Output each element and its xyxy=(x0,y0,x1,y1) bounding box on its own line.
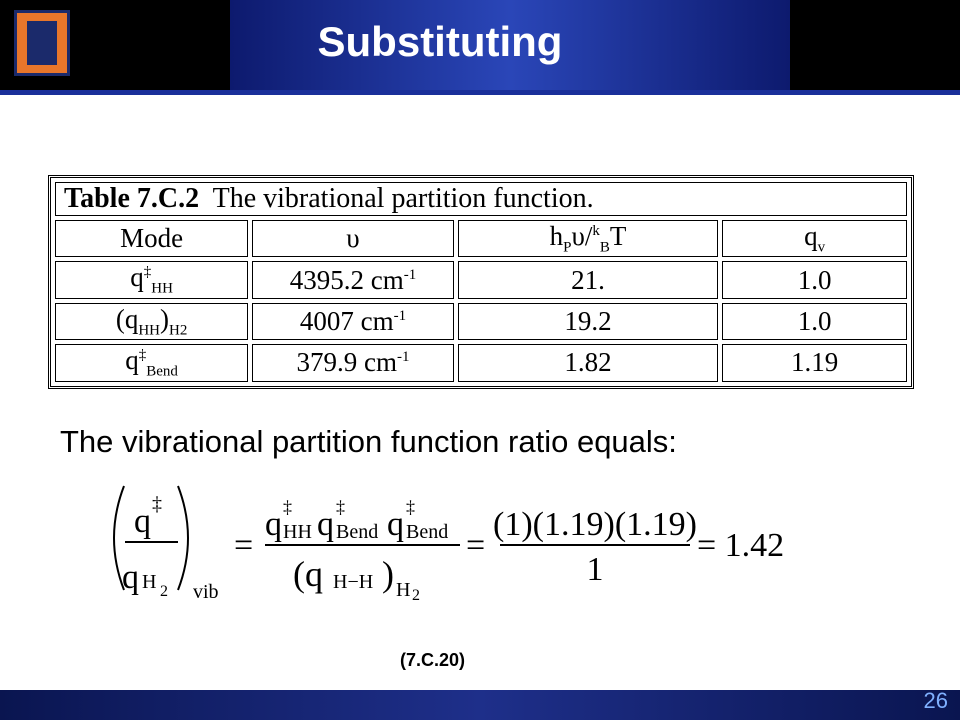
math: (q xyxy=(293,554,323,594)
text: (q xyxy=(115,303,139,334)
math: H−H xyxy=(333,571,373,593)
ratio-cell: 21. xyxy=(457,261,719,299)
math: = xyxy=(234,527,253,564)
text: HH xyxy=(138,322,160,339)
text: -1 xyxy=(403,266,417,283)
header-rule xyxy=(0,90,960,95)
paren xyxy=(177,485,189,591)
text: 379.9 cm xyxy=(296,347,397,378)
math: 1 xyxy=(587,551,604,588)
table-row: (qHH)H2 4007 cm-1 19.2 1.0 xyxy=(55,302,907,341)
math: H xyxy=(142,571,156,593)
text: ‡ xyxy=(143,264,152,281)
logo xyxy=(14,10,70,76)
header-row: Mode υ hPυ/kBT qv xyxy=(55,220,907,258)
math: ‡ xyxy=(336,497,345,517)
math: q xyxy=(387,506,404,543)
equation-label: (7.C.20) xyxy=(400,650,466,670)
math: Bend xyxy=(406,521,448,543)
text: P xyxy=(563,239,572,256)
math: q xyxy=(134,503,151,540)
header-cell: qv xyxy=(722,220,907,258)
text: H xyxy=(169,322,180,339)
text: -1 xyxy=(393,307,407,324)
qv-cell: 1.0 xyxy=(722,302,907,341)
text: k xyxy=(592,223,600,239)
header-gradient xyxy=(230,0,790,90)
footer-bar xyxy=(0,690,960,720)
page-number: 26 xyxy=(923,688,948,713)
table-caption: Table 7.C.2 The vibrational partition fu… xyxy=(55,182,907,216)
header-cell: hPυ/kBT xyxy=(457,220,719,258)
math: vib xyxy=(193,581,219,603)
text: ) xyxy=(160,303,169,334)
text: 4395.2 cm xyxy=(289,264,404,295)
text: h xyxy=(549,221,564,251)
qv-cell: 1.0 xyxy=(722,261,907,299)
text: T xyxy=(609,221,627,251)
text: q xyxy=(804,221,818,251)
math: (1)(1.19)(1.19) xyxy=(493,506,697,543)
math: ) xyxy=(382,554,394,594)
math: HH xyxy=(283,521,312,543)
text: B xyxy=(599,239,610,256)
math: q xyxy=(122,559,139,596)
text: The vibrational partition function. xyxy=(212,183,594,214)
math: q xyxy=(265,506,282,543)
math: ‡ xyxy=(406,497,415,517)
mode-cell: (qHH)H2 xyxy=(55,302,249,341)
header-cell: υ xyxy=(252,220,454,258)
text: -1 xyxy=(396,349,410,366)
paren xyxy=(113,485,125,591)
math: q xyxy=(317,506,334,543)
math: 2 xyxy=(412,587,420,604)
math: 2 xyxy=(160,583,168,600)
text: v xyxy=(817,239,826,256)
header-cell: Mode xyxy=(55,220,249,258)
math: = 1.42 xyxy=(697,527,784,564)
mode-cell: q‡HH xyxy=(55,261,249,299)
slide-title: Substituting xyxy=(317,18,563,65)
math: Bend xyxy=(336,521,378,543)
text: q xyxy=(130,262,144,293)
statement: The vibrational partition function ratio… xyxy=(60,424,677,459)
text: Mode xyxy=(120,223,184,254)
table-row: q‡HH 4395.2 cm-1 21. 1.0 xyxy=(55,261,907,299)
mode-cell: q‡Bend xyxy=(55,344,249,382)
freq-cell: 379.9 cm-1 xyxy=(252,344,454,382)
text: HH xyxy=(151,280,173,297)
math: ‡ xyxy=(152,493,162,515)
math: = xyxy=(466,527,485,564)
math: ‡ xyxy=(283,497,292,517)
qv-cell: 1.19 xyxy=(722,344,907,382)
text: υ/ xyxy=(571,221,593,251)
text: 4007 cm xyxy=(299,305,394,336)
ratio-cell: 19.2 xyxy=(457,302,719,341)
text: Bend xyxy=(146,363,178,380)
freq-cell: 4395.2 cm-1 xyxy=(252,261,454,299)
table-row: q‡Bend 379.9 cm-1 1.82 1.19 xyxy=(55,344,907,382)
text: υ xyxy=(346,223,360,254)
data-table: Table 7.C.2 The vibrational partition fu… xyxy=(48,175,914,389)
text: q xyxy=(125,345,139,376)
text: Table 7.C.2 xyxy=(64,183,200,214)
text: 2 xyxy=(179,322,188,339)
math: H xyxy=(396,579,410,601)
freq-cell: 4007 cm-1 xyxy=(252,302,454,341)
text: ‡ xyxy=(138,347,147,364)
ratio-cell: 1.82 xyxy=(457,344,719,382)
